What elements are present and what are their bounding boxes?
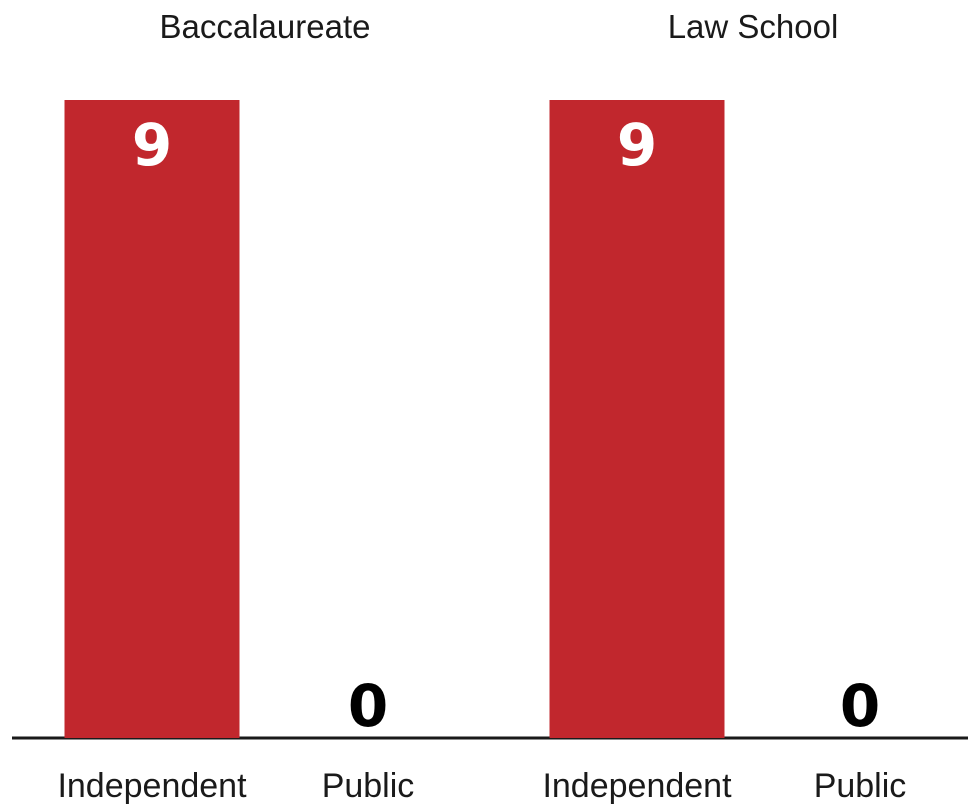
data-label: 9 bbox=[617, 111, 657, 179]
panel-law-school: Law School 9 0 Independent Public bbox=[542, 8, 906, 805]
panel-title: Law School bbox=[668, 8, 839, 45]
category-label: Independent bbox=[57, 767, 247, 805]
category-label: Independent bbox=[542, 767, 732, 805]
bar bbox=[64, 100, 240, 738]
panel-title: Baccalaureate bbox=[160, 8, 371, 45]
data-label: 0 bbox=[348, 672, 388, 740]
bar bbox=[549, 100, 725, 738]
data-label: 9 bbox=[132, 111, 172, 179]
category-label: Public bbox=[814, 767, 907, 805]
data-label: 0 bbox=[840, 672, 880, 740]
category-label: Public bbox=[322, 767, 415, 805]
panel-baccalaureate: Baccalaureate 9 0 Independent Public bbox=[57, 8, 414, 805]
